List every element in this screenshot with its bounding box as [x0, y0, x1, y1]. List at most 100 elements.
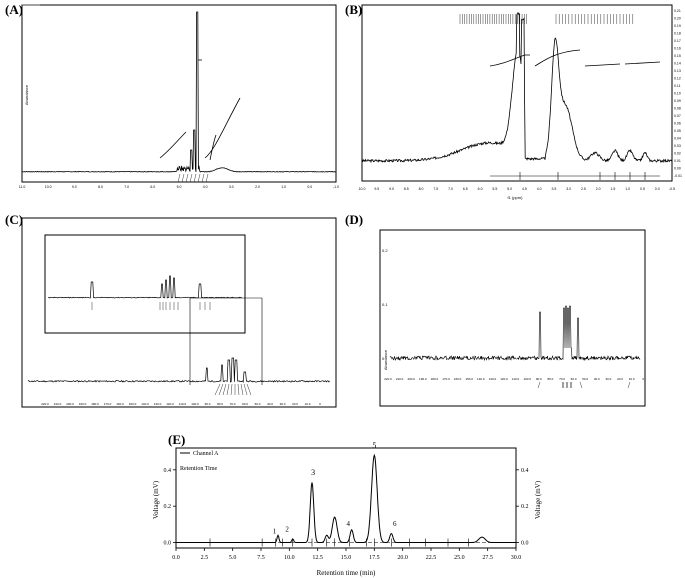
peak-label: 5 [372, 441, 376, 450]
peak-label: 4 [347, 520, 351, 528]
x-tick-label: 90.0 [205, 402, 211, 406]
x-tick-label: 140.0 [141, 402, 149, 406]
x-tick-label: 15.0 [341, 555, 352, 561]
panel-a-label: (A) [5, 2, 24, 17]
panel-d-x-ticks: 220.0 210.0 200.0 190.0 180.0 170.0 160.0 150.0… [384, 377, 644, 381]
right-tick-label: 0.05 [674, 129, 681, 133]
x-tick-label: 1.0 [281, 185, 286, 189]
right-tick-label: 0.07 [674, 114, 681, 118]
x-tick-label: 70.0 [230, 402, 236, 406]
x-tick-label: 180.0 [431, 377, 439, 381]
panel-b-xlabel: f1 (ppm) [508, 195, 524, 200]
x-tick-label: 200.0 [407, 377, 415, 381]
x-tick-label: 150.0 [465, 377, 473, 381]
x-tick-label: 150.0 [129, 402, 137, 406]
x-tick-label: 10.0 [305, 402, 311, 406]
x-tick-label: 3.0 [229, 185, 234, 189]
x-tick-label: 40.0 [267, 402, 273, 406]
right-tick-label: 0.10 [674, 92, 681, 96]
panel-c-label: (C) [5, 212, 24, 227]
x-tick-label: 40.0 [594, 377, 600, 381]
x-tick-label: 220.0 [384, 377, 392, 381]
x-tick-label: 110.0 [179, 402, 187, 406]
x-tick-label: 10.0 [359, 187, 366, 191]
right-tick-label: 0.16 [674, 47, 681, 51]
x-tick-label: 180.0 [91, 402, 99, 406]
x-tick-label: 0 [642, 377, 644, 381]
y-tick-label: 0.1 [382, 302, 388, 307]
x-tick-label: 80.0 [547, 377, 553, 381]
x-axis-ticks: 0.0 2.5 5.0 7.5 10.0 12.5 15.0 17.5 20.0 22.5 25.0… [172, 548, 521, 561]
panel-a-spectrum-line [21, 11, 336, 173]
peak-marker [214, 383, 221, 396]
x-tick-label: 30.0 [511, 555, 522, 561]
x-tick-label: 210.0 [54, 402, 62, 406]
right-tick-label: 0.20 [674, 17, 681, 21]
x-tick-label: 0.0 [172, 555, 180, 561]
peak-marker [237, 383, 240, 396]
x-tick-label: 210.0 [396, 377, 404, 381]
panel-a-ylabel: Abundance [24, 84, 29, 105]
right-tick-label: -0.01 [674, 174, 682, 178]
x-tick-label: 160.0 [454, 377, 462, 381]
x-tick-label: 5.0 [177, 185, 182, 189]
peak-label: 2 [285, 525, 289, 533]
x-tick-label: 6.0 [478, 187, 483, 191]
right-tick-label: 0.17 [674, 39, 681, 43]
peak-marker [537, 381, 541, 389]
panel-d-ylabel: Abundance [383, 349, 388, 370]
x-tick-label: 4.5 [522, 187, 527, 191]
x-tick-label: 3.0 [566, 187, 571, 191]
x-tick-label: 130.0 [489, 377, 497, 381]
x-tick-label: 2.5 [581, 187, 586, 191]
x-tick-label: 4.0 [203, 185, 208, 189]
x-tick-label: 0.5 [640, 187, 645, 191]
panel-c-chart: 220.0 210.0 200.0 190.0 180.0 170.0 160.0 150.0… [21, 217, 337, 408]
x-tick-label: 140.0 [477, 377, 485, 381]
x-tick-label: 9.0 [72, 185, 77, 189]
y-tick-label-right: 0.0 [521, 541, 529, 547]
x-tick-label: 170.0 [104, 402, 112, 406]
peak-label: 1 [273, 527, 277, 535]
x-tick-label: 200.0 [66, 402, 74, 406]
peak-marker [222, 383, 227, 396]
peak-marker [218, 383, 224, 396]
panel-d-spectrum-line [389, 305, 641, 362]
x-tick-label: 11.0 [19, 185, 26, 189]
right-tick-label: 0.03 [674, 144, 681, 148]
x-tick-label: 7.5 [433, 187, 438, 191]
right-tick-label: 0.09 [674, 99, 681, 103]
peak-marker [246, 383, 252, 396]
right-tick-label: 0.15 [674, 54, 681, 58]
peak-marker [193, 173, 197, 183]
peak-marker [226, 383, 230, 396]
peak-marker [185, 173, 189, 183]
peak-marker [197, 173, 201, 183]
peak-marker [240, 383, 244, 396]
x-tick-label: 1.5 [611, 187, 616, 191]
x-tick-label: 90.0 [536, 377, 542, 381]
x-tick-label: 120.0 [500, 377, 508, 381]
panel-b-label: (B) [345, 2, 363, 17]
panel-a-chart: Abundance -1.0 0.0 1.0 2.0 3.0 4.0 5.0 6.0 7.0 8.… [19, 4, 339, 189]
x-tick-label: 100.0 [191, 402, 199, 406]
right-tick-label: 0.11 [674, 84, 681, 88]
panel-a-peak-markers [177, 173, 209, 183]
right-tick-label: 0.13 [674, 69, 681, 73]
x-tick-label: 70.0 [559, 377, 565, 381]
x-tick-label: -1.0 [333, 185, 339, 189]
peak-marker [201, 173, 205, 183]
x-tick-label: 4.0 [537, 187, 542, 191]
right-tick-label: 0.19 [674, 24, 681, 28]
x-tick-label: 120.0 [166, 402, 174, 406]
panel-c-x-ticks: 220.0 210.0 200.0 190.0 180.0 170.0 160.0 150.0… [41, 402, 321, 406]
panel-e-chart: Channel A Retention Time Voltage (mV) Vo… [152, 441, 542, 577]
x-tick-label: 10.0 [45, 185, 52, 189]
peak-marker [243, 383, 248, 396]
x-tick-label: 5.5 [492, 187, 497, 191]
x-tick-label: 5.0 [507, 187, 512, 191]
x-tick-label: 7.0 [124, 185, 129, 189]
x-tick-label: 9.5 [374, 187, 379, 191]
right-tick-label: 0.18 [674, 32, 681, 36]
right-tick-label: 0.12 [674, 77, 681, 81]
